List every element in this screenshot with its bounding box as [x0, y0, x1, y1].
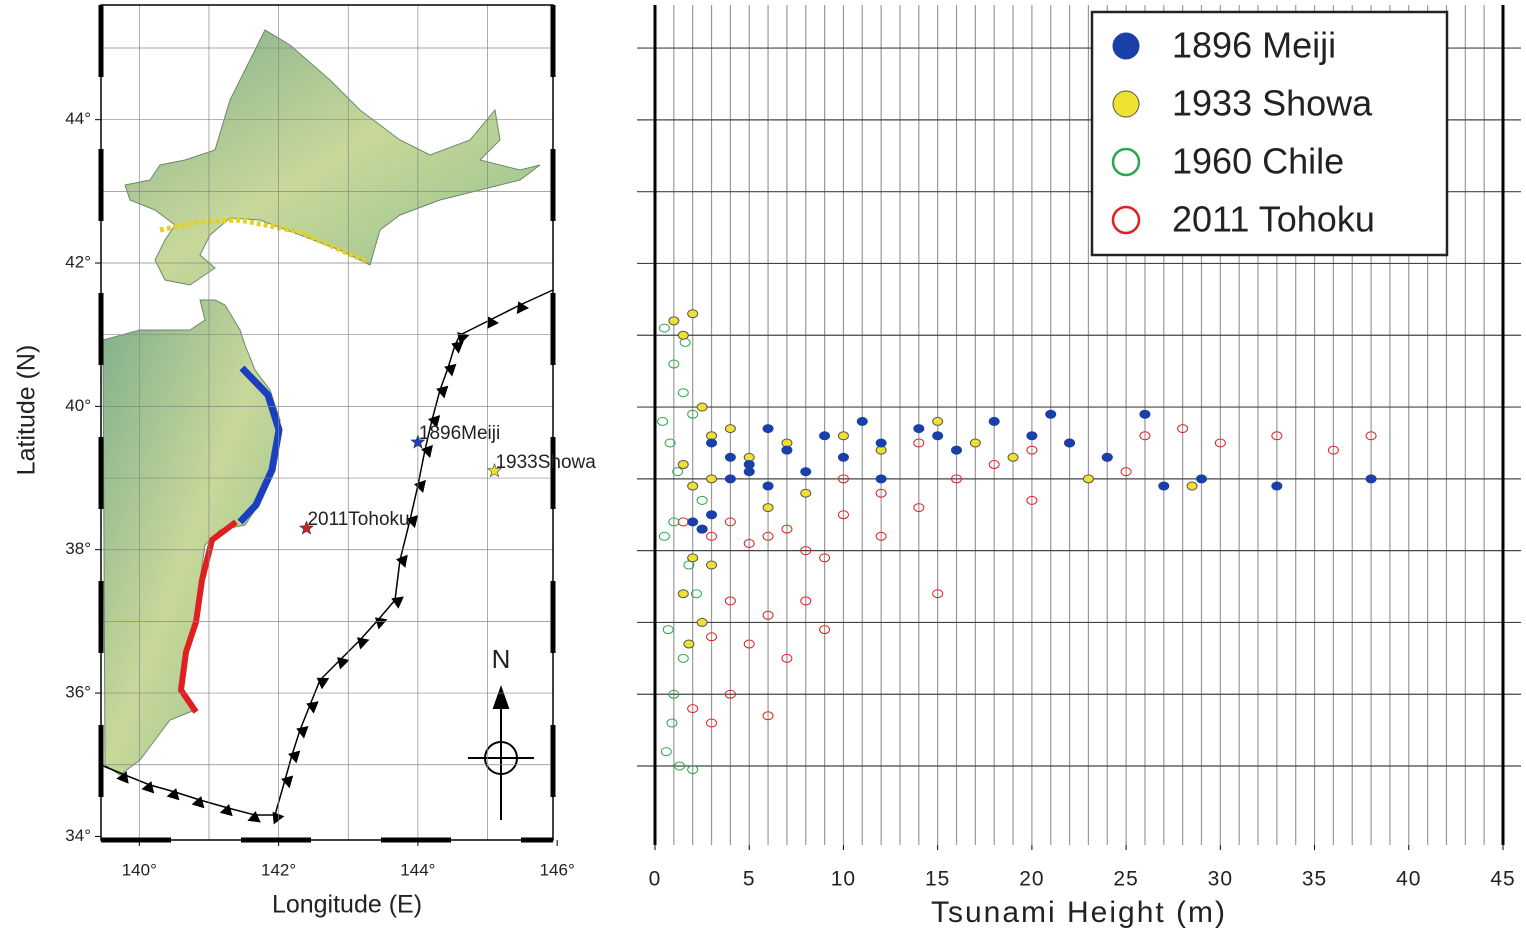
y-tick-label: 44° — [65, 109, 91, 128]
data-point — [1008, 453, 1018, 461]
epicenter-label: 2011Tohoku — [307, 509, 409, 530]
legend-label: 1933 Showa — [1172, 83, 1373, 124]
legend-label: 1896 Meiji — [1172, 25, 1336, 66]
y-tick-label: 40° — [65, 396, 91, 415]
data-point — [697, 525, 707, 533]
data-point — [688, 518, 698, 526]
x-tick-label: 5 — [743, 868, 756, 891]
data-point — [697, 496, 707, 504]
data-point — [1083, 475, 1093, 483]
data-point — [857, 417, 867, 425]
data-point — [1272, 482, 1282, 490]
data-point — [1027, 432, 1037, 440]
x-tick-label: 144° — [400, 860, 435, 879]
x-tick-label: 146° — [540, 860, 575, 879]
data-point — [658, 417, 668, 425]
legend-marker — [1113, 149, 1139, 175]
legend-label: 2011 Tohoku — [1172, 199, 1375, 240]
data-point — [678, 518, 688, 526]
figure: 140° 142° 144° 146° 34° 36° 38° 40° 42° 44° Longit… — [0, 0, 1526, 931]
data-point — [725, 453, 735, 461]
data-point — [744, 468, 754, 476]
data-point — [663, 626, 673, 634]
data-point — [661, 748, 671, 756]
y-tick-label: 42° — [65, 253, 91, 272]
x-tick-label: 20 — [1019, 868, 1044, 891]
data-point — [678, 654, 688, 662]
data-point — [763, 482, 773, 490]
data-point — [1159, 482, 1169, 490]
data-point — [933, 432, 943, 440]
x-tick-label: 25 — [1113, 868, 1138, 891]
data-point — [659, 532, 669, 540]
x-tick-label: 0 — [649, 868, 662, 891]
data-point — [678, 389, 688, 397]
data-point — [688, 482, 698, 490]
data-point — [801, 489, 811, 497]
y-tick-label: 38° — [65, 539, 91, 558]
north-label: N — [492, 644, 511, 674]
x-tick-label: 15 — [925, 868, 950, 891]
legend-label: 1960 Chile — [1172, 141, 1344, 182]
epicenter-label: 1933Showa — [495, 452, 596, 473]
data-point — [989, 417, 999, 425]
data-point — [678, 331, 688, 339]
data-point — [667, 719, 677, 727]
y-tick-label: 36° — [65, 683, 91, 702]
data-point — [876, 475, 886, 483]
data-point — [1102, 453, 1112, 461]
y-tick-label: 34° — [65, 826, 91, 845]
data-point — [1140, 410, 1150, 418]
x-tick-label: 140° — [122, 860, 157, 879]
data-point — [782, 446, 792, 454]
data-point — [697, 618, 707, 626]
x-tick-label: 45 — [1490, 868, 1515, 891]
data-point — [707, 439, 717, 447]
data-point — [1366, 475, 1376, 483]
data-point — [914, 425, 924, 433]
x-tick-label: 10 — [831, 868, 856, 891]
data-point — [876, 439, 886, 447]
x-tick-label: 30 — [1208, 868, 1233, 891]
data-point — [1046, 410, 1056, 418]
data-point — [838, 432, 848, 440]
data-point — [688, 554, 698, 562]
data-point — [763, 504, 773, 512]
x-tick-label: 35 — [1302, 868, 1327, 891]
data-point — [680, 338, 690, 346]
data-point — [1065, 439, 1075, 447]
data-point — [688, 310, 698, 318]
data-point — [678, 460, 688, 468]
data-point — [801, 468, 811, 476]
data-point — [725, 475, 735, 483]
data-point — [970, 439, 980, 447]
data-point — [707, 511, 717, 519]
data-point — [684, 640, 694, 648]
legend-marker — [1113, 91, 1139, 117]
legend-marker — [1113, 33, 1139, 59]
x-tick-label: 142° — [261, 860, 296, 879]
epicenter-label: 1896Meiji — [419, 423, 500, 444]
data-point — [820, 432, 830, 440]
data-point — [1187, 482, 1197, 490]
data-point — [707, 475, 717, 483]
data-point — [725, 425, 735, 433]
data-point — [659, 324, 669, 332]
legend-marker — [1113, 207, 1139, 233]
x-axis-label: Longitude (E) — [272, 891, 422, 919]
data-point — [952, 446, 962, 454]
data-point — [707, 561, 717, 569]
data-point — [933, 417, 943, 425]
data-point — [763, 425, 773, 433]
data-point — [838, 453, 848, 461]
y-axis-label: Latitude (N) — [13, 345, 41, 476]
north-arrow — [468, 688, 534, 820]
data-point — [1196, 475, 1206, 483]
data-point — [669, 317, 679, 325]
data-point — [697, 403, 707, 411]
x-tick-label: 40 — [1396, 868, 1421, 891]
x-axis-label: Tsunami Height (m) — [931, 896, 1227, 929]
data-point — [678, 590, 688, 598]
